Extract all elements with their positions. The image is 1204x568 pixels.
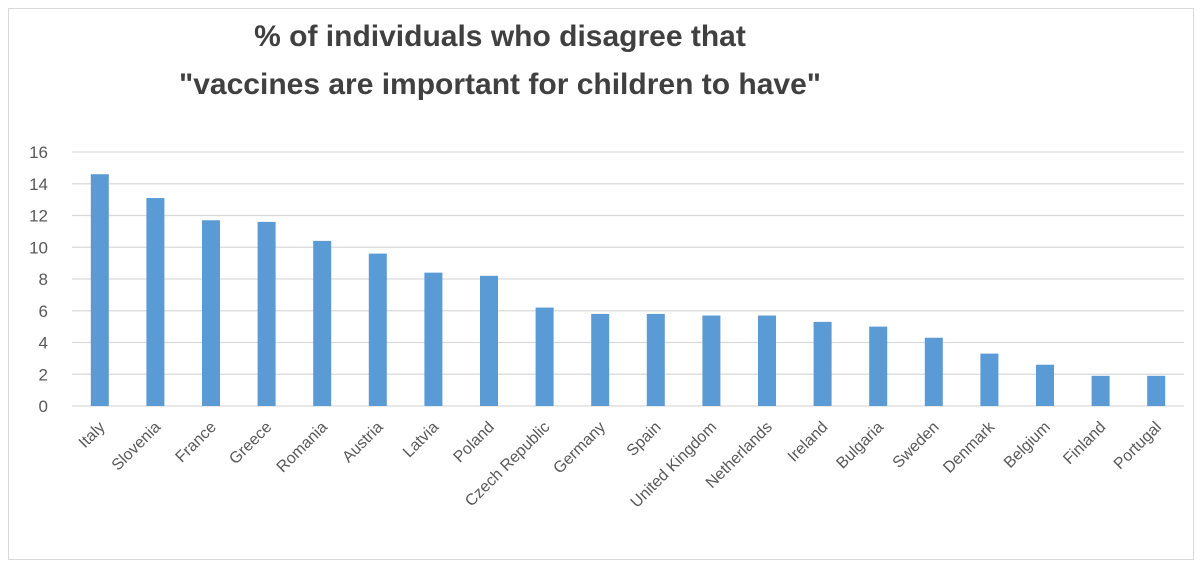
bar <box>146 198 165 406</box>
x-category-label: Greece <box>226 419 275 468</box>
x-category-label: Italy <box>76 419 109 452</box>
y-tick-label: 6 <box>39 302 48 321</box>
y-tick-label: 4 <box>39 334 48 353</box>
bar <box>758 315 776 406</box>
x-category-label: Belgium <box>1001 419 1054 472</box>
chart-title-line1: % of individuals who disagree that <box>254 20 746 53</box>
bar <box>646 313 665 406</box>
y-tick-label: 0 <box>39 397 48 416</box>
bar <box>257 221 276 406</box>
bar <box>313 240 332 406</box>
x-category-label: Denmark <box>940 418 999 477</box>
x-category-label: Spain <box>624 419 665 460</box>
gridlines <box>72 151 1184 407</box>
x-category-label: Austria <box>339 419 386 466</box>
y-tick-label: 16 <box>29 143 48 162</box>
bar <box>535 307 554 406</box>
bar <box>90 174 109 406</box>
bar <box>869 326 888 406</box>
x-category-label: Latvia <box>400 419 442 461</box>
x-category-label: Germany <box>550 419 609 478</box>
bar <box>202 220 220 406</box>
y-tick-label: 10 <box>29 238 48 257</box>
bar <box>980 353 999 406</box>
bar <box>1147 375 1166 406</box>
bar <box>424 272 443 406</box>
bar <box>924 337 943 406</box>
x-category-label: Slovenia <box>109 419 164 474</box>
bar <box>591 313 610 406</box>
bars <box>90 174 1166 406</box>
y-tick-label: 2 <box>39 365 48 384</box>
chart-title-line2: "vaccines are important for children to … <box>179 68 821 101</box>
bar <box>480 275 498 406</box>
x-category-label: Poland <box>451 419 498 466</box>
bar <box>368 253 387 406</box>
y-tick-label: 12 <box>29 207 48 226</box>
bar <box>1036 364 1054 406</box>
x-category-label: Finland <box>1060 419 1109 468</box>
x-category-label: Bulgaria <box>833 419 887 473</box>
x-category-label: France <box>173 419 220 466</box>
bar <box>1091 375 1110 406</box>
y-tick-label: 14 <box>29 175 48 194</box>
y-tick-label: 8 <box>39 270 48 289</box>
bar <box>702 315 721 406</box>
x-category-label: Portugal <box>1111 419 1165 473</box>
x-category-label: Ireland <box>785 419 832 466</box>
y-axis: 0 2 4 6 8 10 12 14 16 <box>29 143 48 416</box>
bar <box>813 321 832 406</box>
x-category-label: Romania <box>274 419 331 476</box>
x-category-label: Sweden <box>890 419 943 472</box>
